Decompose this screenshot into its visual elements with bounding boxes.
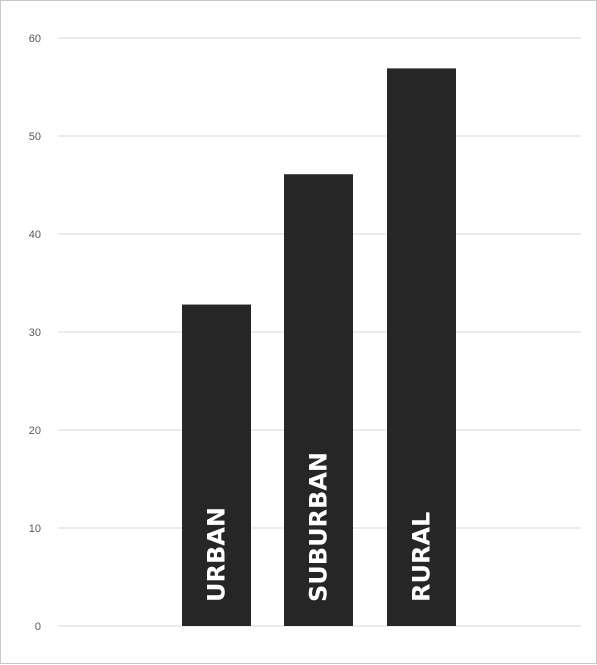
- y-tick-label: 60: [29, 33, 41, 45]
- y-axis-ticks: 0 10 20 30 40 50 60: [29, 33, 41, 633]
- y-tick-label: 40: [29, 229, 41, 241]
- bar-rural: [387, 68, 456, 626]
- y-tick-label: 50: [29, 131, 41, 143]
- y-tick-label: 30: [29, 327, 41, 339]
- bars: URBAN SUBURBAN RURAL: [182, 68, 456, 626]
- bar-label-rural: RURAL: [408, 512, 436, 602]
- bar-label-urban: URBAN: [203, 507, 231, 602]
- y-tick-label: 10: [29, 523, 41, 535]
- y-tick-label: 0: [35, 621, 41, 633]
- y-tick-label: 20: [29, 425, 41, 437]
- bar-urban: [182, 304, 251, 626]
- bar-label-suburban: SUBURBAN: [305, 452, 333, 602]
- bar-suburban: [284, 174, 353, 626]
